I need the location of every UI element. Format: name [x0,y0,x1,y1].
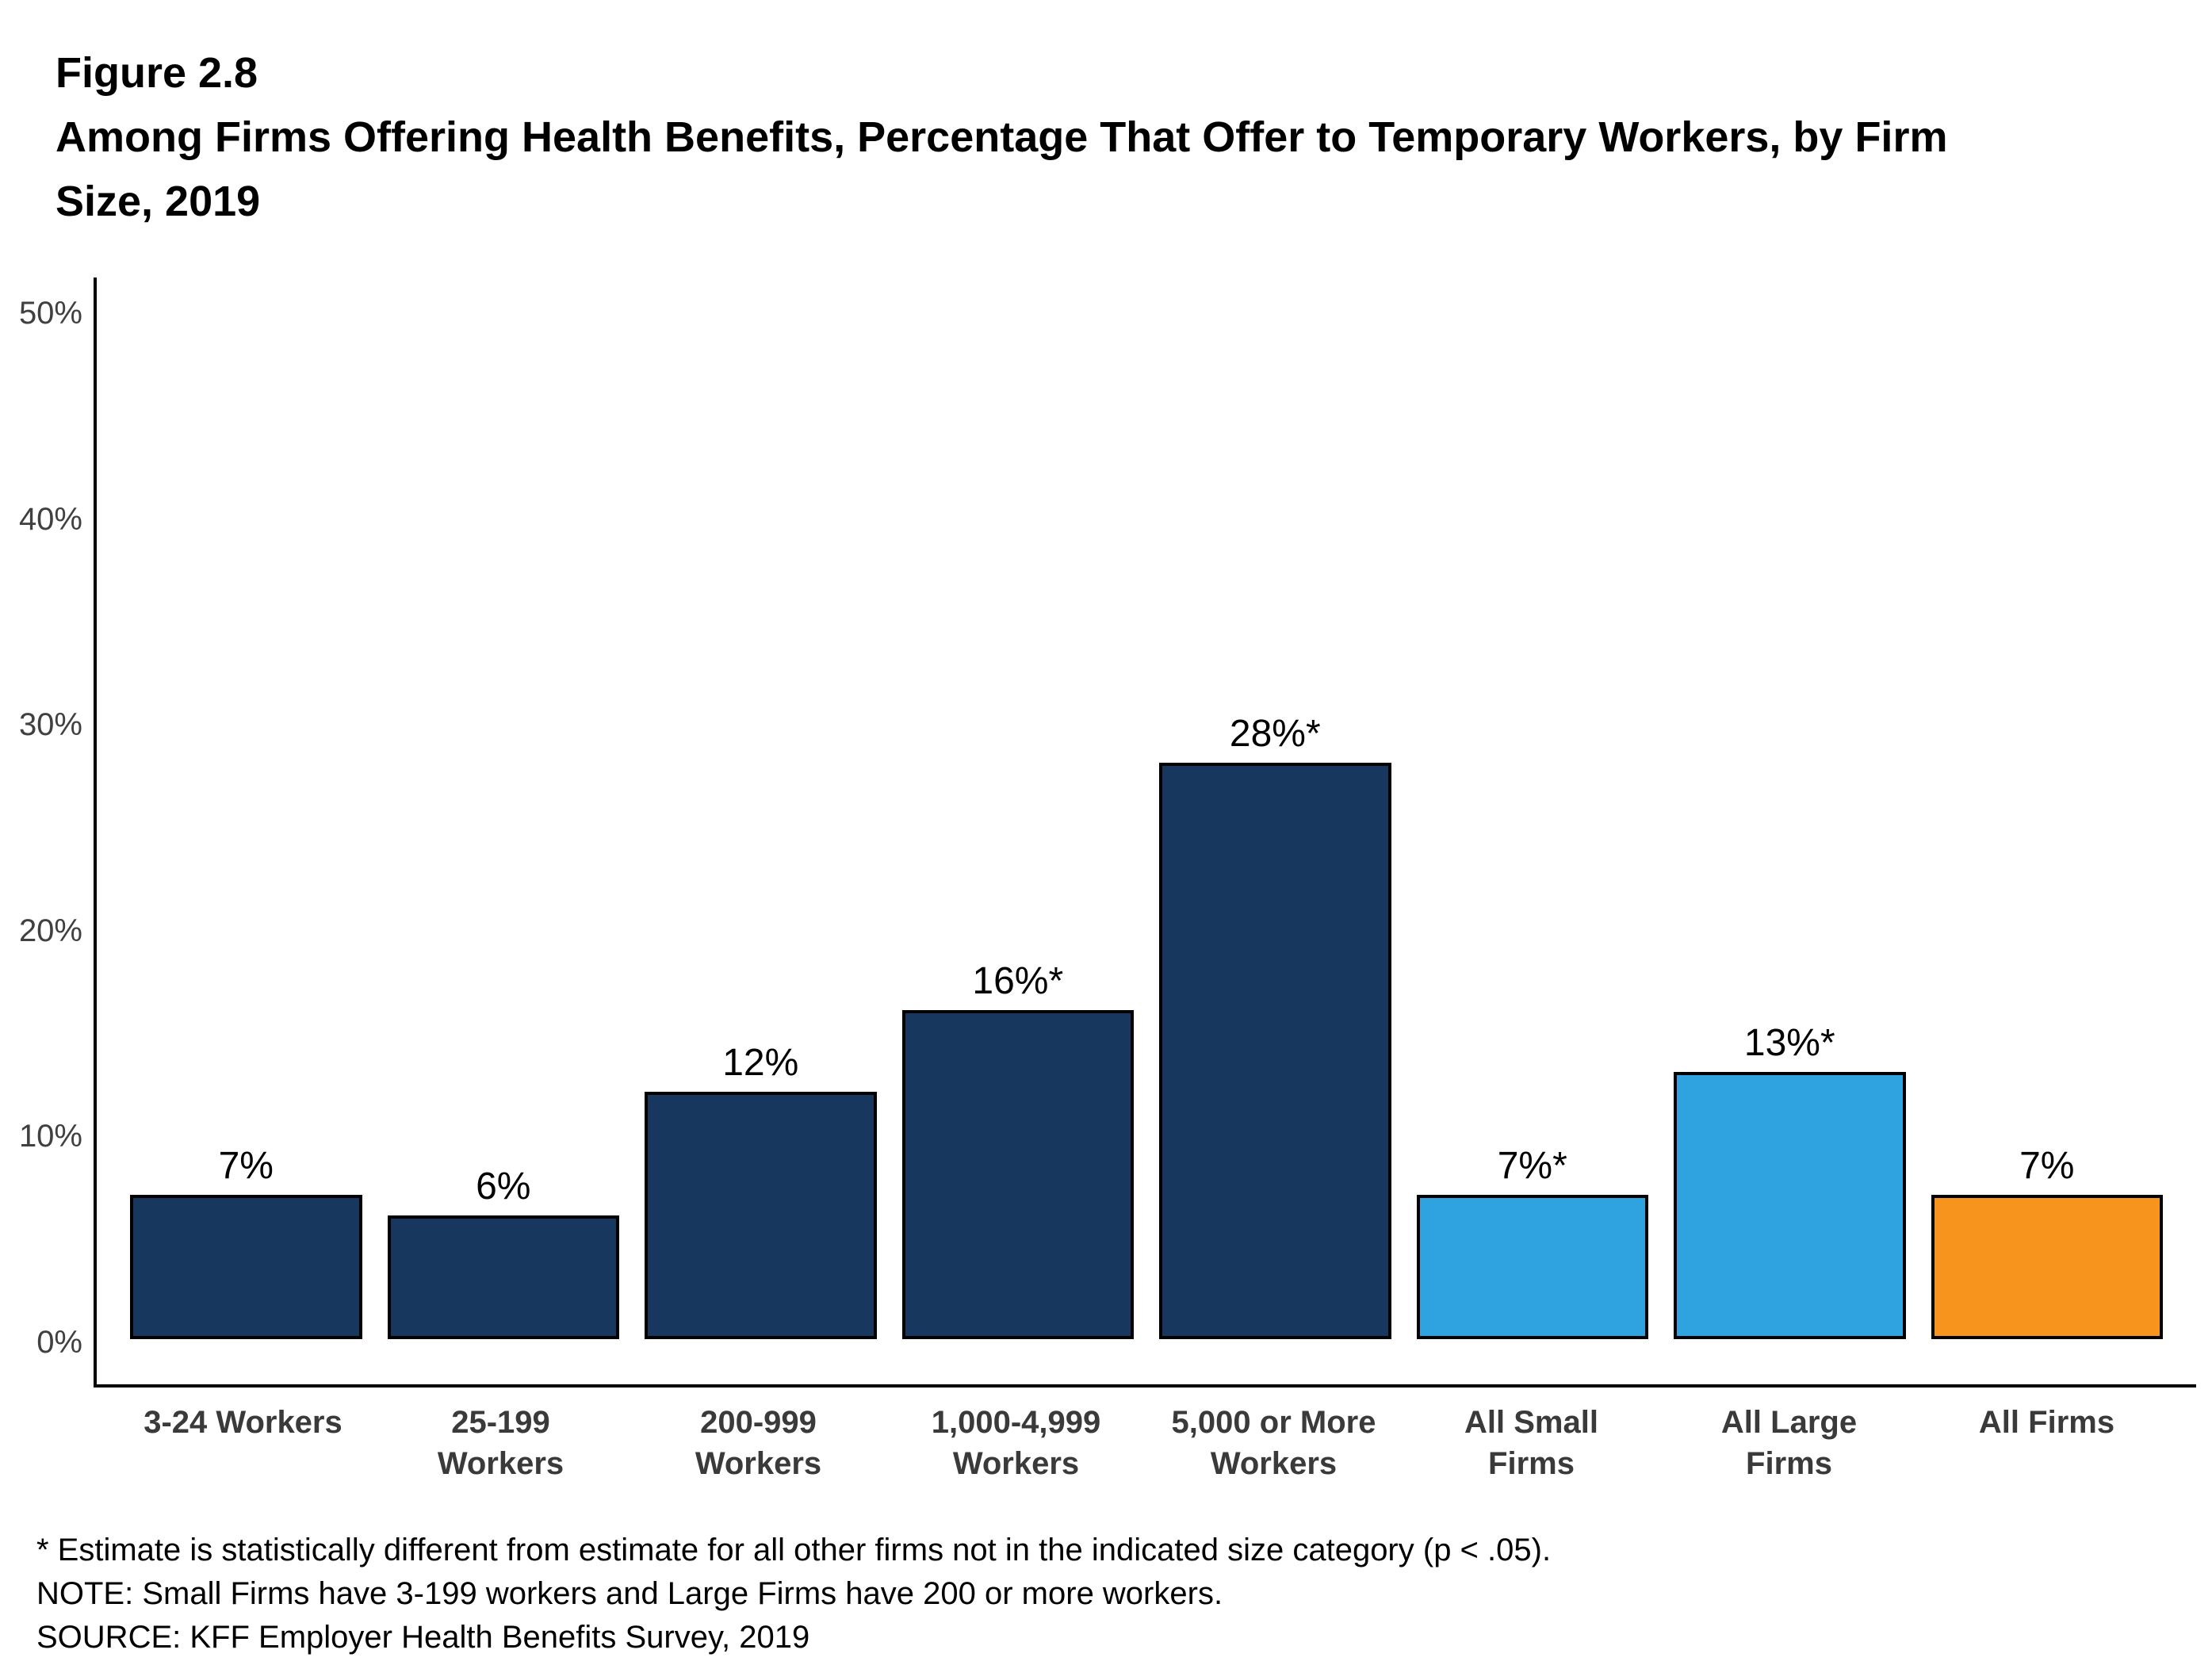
y-axis-tick-label: 30% [18,707,82,743]
y-axis: 0% 10% 20% 30% 40% 50% [0,278,82,1388]
y-axis-tick-label: 0% [36,1325,82,1360]
bar-value-label: 6% [476,1166,531,1208]
x-axis-category-label: 25-199 Workers [437,1405,564,1481]
bar-value-label: 7%* [1497,1145,1567,1188]
bar-value-label: 16%* [972,959,1064,1002]
y-axis-tick-label: 40% [18,501,82,537]
figure-header: Figure 2.8 Among Firms Offering Health B… [55,41,2053,234]
bar-6: 13%* [1674,1022,1906,1339]
x-axis-category-label: 3-24 Workers [144,1405,343,1440]
bar-5: 7%* [1416,1145,1648,1339]
chart-panel: 7% 6% 12% 16%* 28%* 7%* 13%* 7% [94,278,2196,1388]
bar-value-label: 13%* [1743,1021,1835,1064]
bar-value-label: 12% [722,1042,799,1085]
bar-1: 6% [387,1166,619,1339]
footnote-source: SOURCE: KFF Employer Health Benefits Sur… [36,1620,810,1655]
footnote-note: NOTE: Small Firms have 3-199 workers and… [36,1576,1223,1611]
bar-0: 7% [130,1145,362,1339]
x-axis-category-label: 5,000 or More Workers [1171,1405,1376,1481]
x-axis-category-label: 200-999 Workers [695,1405,822,1481]
figure-number: Figure 2.8 [55,49,258,97]
bars-row: 7% 6% 12% 16%* 28%* 7%* 13%* 7% [97,713,2196,1339]
x-axis-labels: 3-24 Workers 25-199 Workers 200-999 Worker… [94,1402,2196,1484]
bar-4: 28%* [1159,713,1391,1339]
y-axis-tick-label: 20% [18,913,82,948]
bar-value-label: 28%* [1229,713,1321,756]
x-axis-category-label: All Large Firms [1720,1405,1858,1481]
footnote-significance: * Estimate is statistically different fr… [36,1533,1552,1567]
bar-3: 16%* [901,960,1134,1339]
bar-value-label: 7% [218,1145,274,1188]
bar-7: 7% [1931,1145,2163,1339]
y-axis-tick-label: 10% [18,1119,82,1154]
bar-2: 12% [645,1042,877,1339]
y-axis-tick-label: 50% [18,296,82,331]
bar-value-label: 7% [2019,1145,2075,1188]
x-axis-category-label: All Firms [1978,1405,2115,1440]
x-axis-category-label: 1,000-4,999 Workers [931,1405,1101,1481]
figure-title: Among Firms Offering Health Benefits, Pe… [55,113,1948,225]
x-axis-category-label: All Small Firms [1464,1405,1598,1481]
footnotes: * Estimate is statistically different fr… [36,1529,2177,1659]
